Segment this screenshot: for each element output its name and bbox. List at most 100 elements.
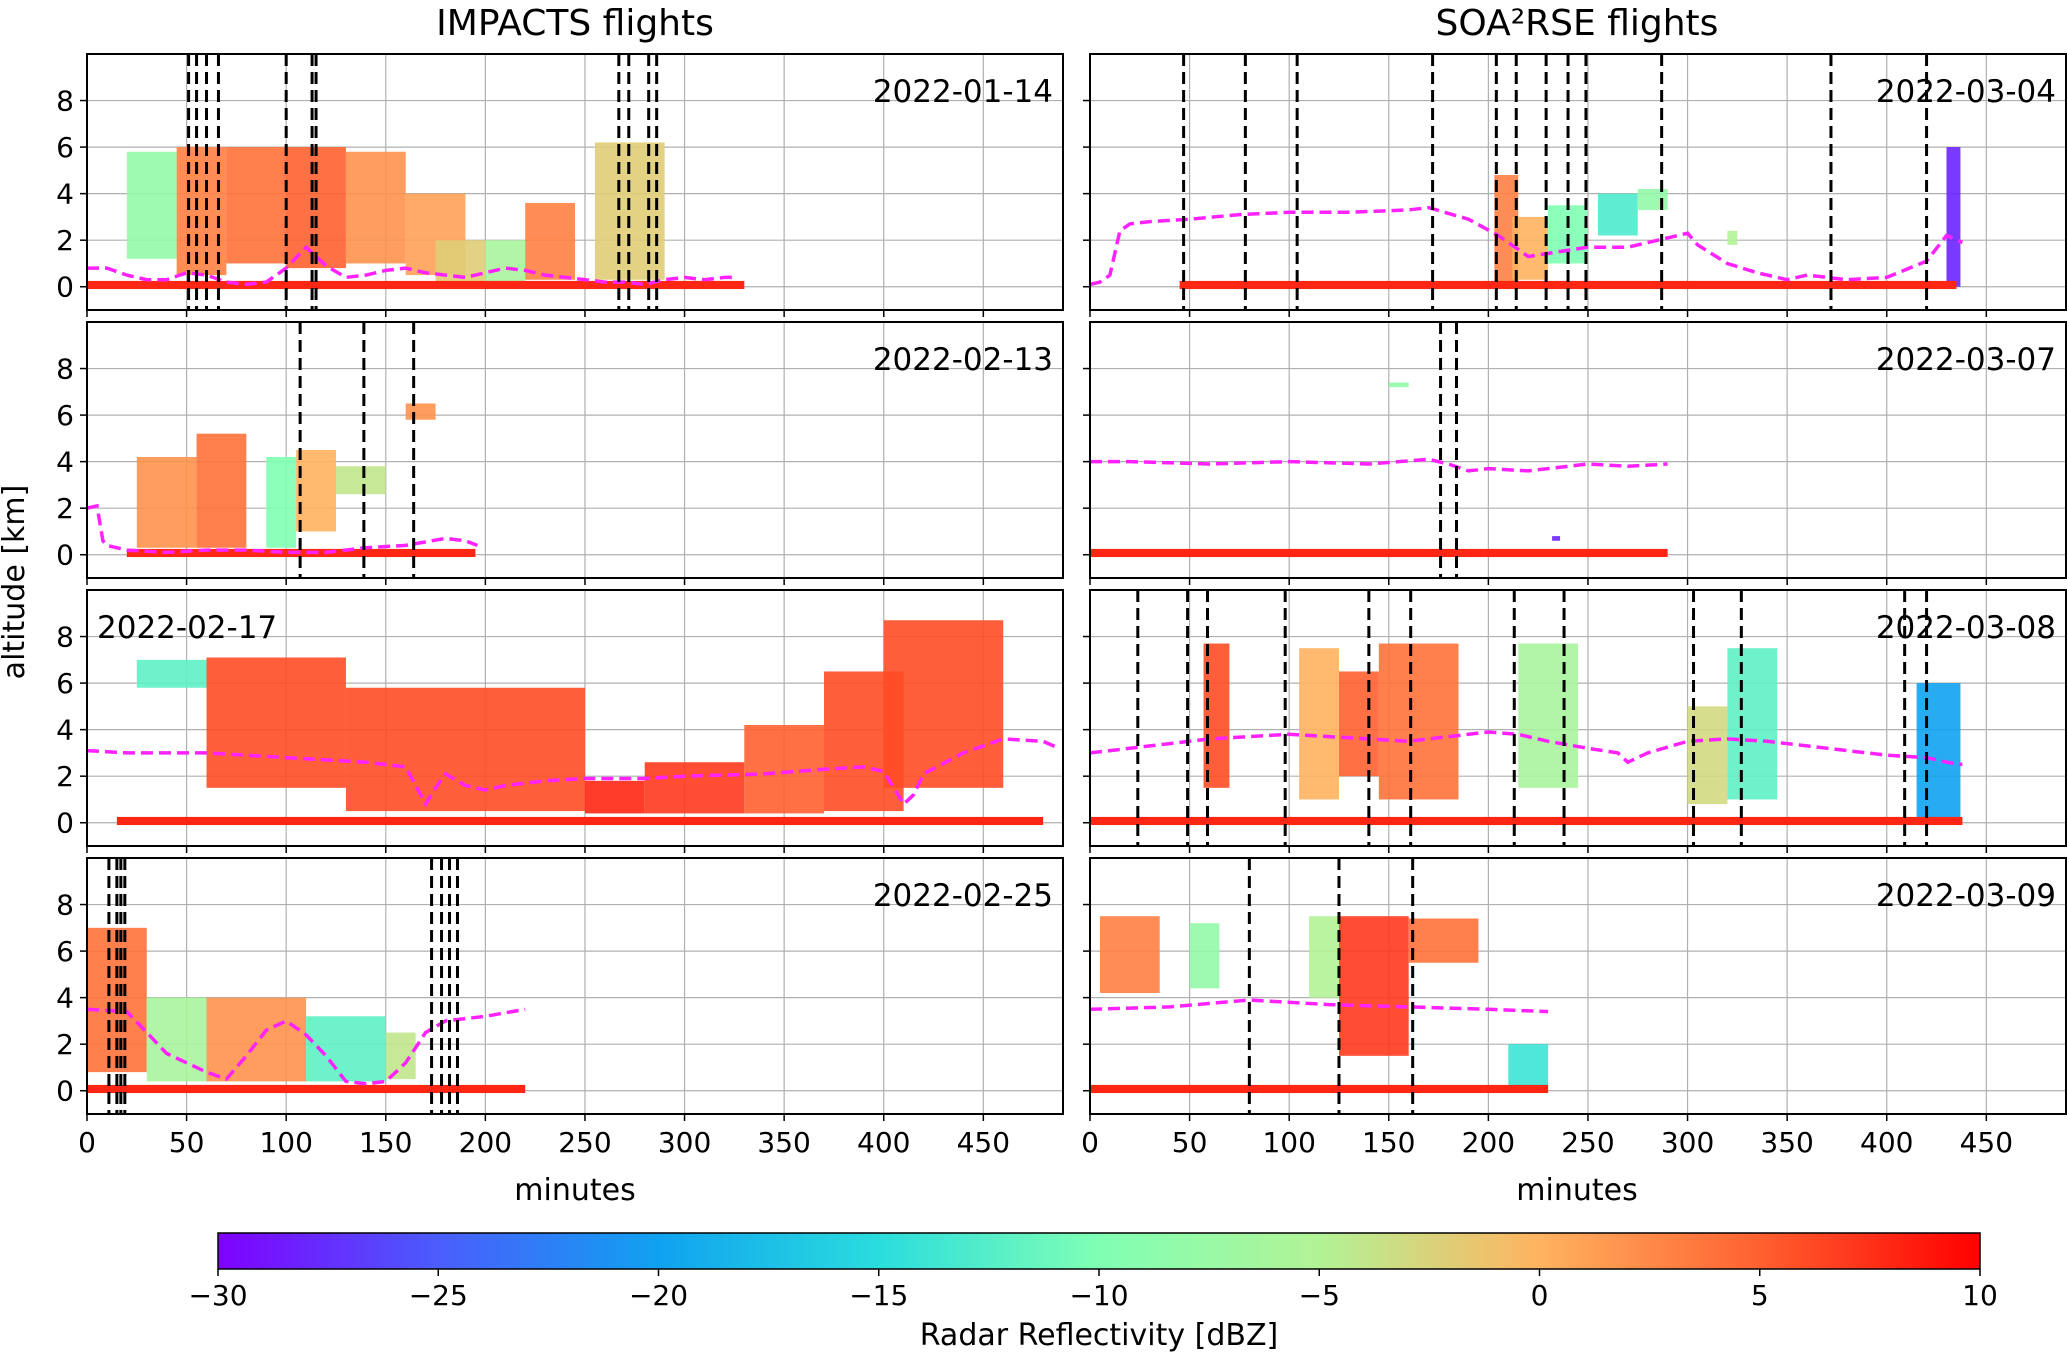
radar-echoes: [87, 620, 1060, 826]
echo-cell: [644, 762, 745, 814]
echo-cell: [1099, 916, 1160, 993]
radar-echoes: [1090, 54, 1964, 310]
flight-altitude-line: [87, 1007, 526, 1086]
echo-cell: [126, 151, 177, 259]
echo-cell: [405, 403, 436, 420]
surface-echo: [1090, 548, 1668, 558]
echo-cell: [136, 659, 207, 688]
echo-cell: [266, 456, 297, 548]
panel-frame: [1089, 589, 2067, 847]
echo-cell: [1946, 147, 1961, 287]
panel-2022-03-04: 2022-03-04: [1083, 53, 2067, 317]
panel-2022-03-07: 2022-03-07: [1083, 321, 2067, 585]
echo-cell: [584, 780, 645, 814]
panel-frame: [1089, 321, 2067, 579]
surface-echo: [1090, 1084, 1549, 1094]
gridlines: [1089, 858, 2066, 1114]
colorbar-tick-label: −30: [188, 1279, 247, 1312]
y-tick-label: 6: [56, 399, 74, 432]
colorbar-tick-label: 0: [1531, 1279, 1549, 1312]
echo-cell: [196, 433, 247, 548]
y-tick-label: 0: [56, 539, 74, 572]
panel-frame: [86, 53, 1064, 311]
panel-2022-02-25: 2022-02-25 0 2 4 6 8 0 50 100 150 200 250 300 350 400 4…: [56, 857, 1064, 1159]
surface-echo: [1179, 280, 1957, 290]
echo-cell: [206, 997, 307, 1082]
radar-echoes: [87, 858, 526, 1114]
echo-cell: [1408, 918, 1479, 963]
y-tick-label: 8: [56, 621, 74, 654]
x-tick-label: 250: [558, 1126, 611, 1159]
x-tick-label: 250: [1561, 1126, 1614, 1159]
echo-cell: [485, 240, 526, 283]
radar-echoes: [1090, 322, 1668, 578]
x-tick-label: 350: [757, 1126, 810, 1159]
colorbar-tick-label: −5: [1299, 1279, 1340, 1312]
panel-date-label: 2022-03-04: [1876, 74, 2056, 110]
echo-cell: [1508, 1044, 1549, 1089]
panel-date-label: 2022-02-25: [873, 878, 1053, 914]
y-tick-label: 2: [56, 492, 74, 525]
colorbar-tick-label: 10: [1962, 1279, 1998, 1312]
panels: 2022-01-14 0 2 4 6 8 2022-03-04 2022-02-13 0 2 4 6 8…: [56, 53, 2067, 1159]
colorbar-label: Radar Reflectivity [dBZ]: [920, 1318, 1279, 1353]
echo-cell: [1552, 536, 1561, 541]
colorbar-tick-label: −25: [409, 1279, 468, 1312]
y-tick-label: 4: [56, 446, 74, 479]
panel-frame: [1089, 53, 2067, 311]
flight-altitude-line: [1090, 730, 1963, 767]
flight-altitude-line: [87, 503, 479, 555]
x-tick-label: 400: [1860, 1126, 1913, 1159]
panel-frame: [86, 857, 1064, 1115]
y-tick-label: 2: [56, 224, 74, 257]
x-tick-label: 150: [1362, 1126, 1415, 1159]
panel-2022-02-17: 2022-02-17 0 2 4 6 8: [56, 589, 1064, 853]
colorbar-ticks: −30 −25 −20 −15 −10 −5 0 5 10: [188, 1269, 1998, 1312]
echo-cell: [1309, 916, 1339, 998]
echo-cell: [1189, 923, 1220, 989]
column-title-left: IMPACTS flights: [436, 3, 714, 44]
radar-echoes: [87, 322, 479, 578]
x-tick-label: 400: [857, 1126, 910, 1159]
echo-cell: [1916, 683, 1961, 823]
surface-echo: [87, 1084, 526, 1094]
panel-date-label: 2022-01-14: [873, 74, 1053, 110]
x-tick-label: 100: [259, 1126, 312, 1159]
panel-date-label: 2022-03-09: [1876, 878, 2056, 914]
x-axis-label-left: minutes: [514, 1173, 635, 1208]
x-tick-label: 450: [1960, 1126, 2013, 1159]
panel-frame: [86, 589, 1064, 847]
x-tick-label: 50: [1172, 1126, 1208, 1159]
x-tick-label: 0: [78, 1126, 96, 1159]
y-tick-label: 8: [56, 353, 74, 386]
echo-cell: [1518, 643, 1578, 788]
colorbar-tick-label: −10: [1069, 1279, 1128, 1312]
panel-date-label: 2022-02-17: [97, 610, 277, 646]
y-tick-label: 2: [56, 1028, 74, 1061]
echo-cell: [226, 147, 287, 264]
y-tick-label: 6: [56, 131, 74, 164]
x-tick-label: 200: [1462, 1126, 1515, 1159]
y-tick-label: 8: [56, 85, 74, 118]
y-axis-label: altitude [km]: [0, 485, 32, 680]
panel-frame: [86, 321, 1064, 579]
panel-2022-02-13: 2022-02-13 0 2 4 6 8: [56, 321, 1064, 585]
surface-echo: [1090, 816, 1963, 826]
panel-date-label: 2022-03-08: [1876, 610, 2056, 646]
echo-cell: [335, 466, 386, 495]
echo-cell: [385, 1032, 416, 1080]
x-tick-label: 100: [1262, 1126, 1315, 1159]
y-tick-label: 6: [56, 667, 74, 700]
x-tick-label: 450: [957, 1126, 1010, 1159]
flight-altitude-line: [1090, 998, 1549, 1014]
y-tick-label: 6: [56, 935, 74, 968]
flight-altitude-line: [1090, 457, 1668, 473]
panel-date-label: 2022-03-07: [1876, 342, 2056, 378]
radar-echoes: [1090, 858, 1549, 1114]
panel-2022-01-14: 2022-01-14 0 2 4 6 8: [56, 53, 1064, 317]
colorbar-tick-label: 5: [1751, 1279, 1769, 1312]
y-tick-label: 0: [56, 1075, 74, 1108]
y-tick-label: 4: [56, 982, 74, 1015]
echo-cell: [345, 151, 406, 264]
x-tick-label: 0: [1081, 1126, 1099, 1159]
